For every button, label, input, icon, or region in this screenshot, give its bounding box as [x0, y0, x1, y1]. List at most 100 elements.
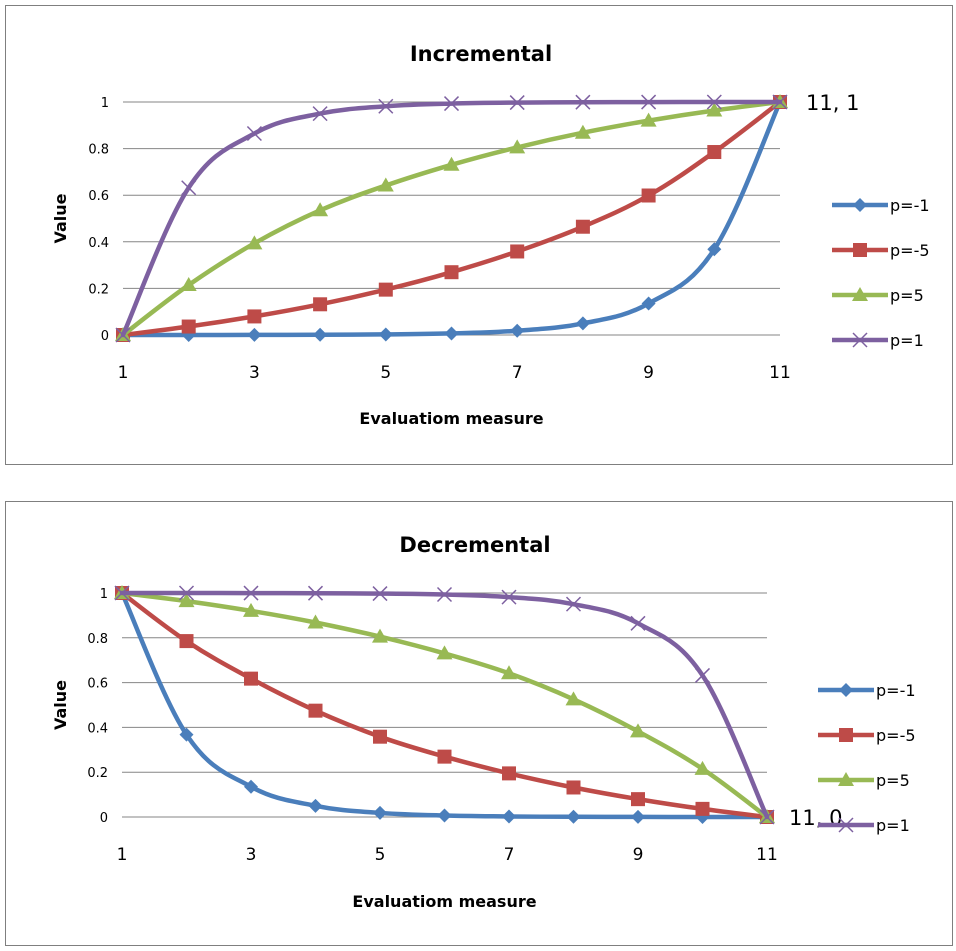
chart-title: Incremental	[410, 42, 552, 66]
x-tick-label: 11	[756, 845, 778, 865]
legend-swatch-marker	[852, 287, 868, 301]
x-tick-label: 9	[633, 845, 644, 865]
data-point-p=-1-4	[308, 798, 323, 813]
data-point-p=1-3	[243, 585, 259, 601]
data-point-p=1-3-stroke-b	[243, 585, 259, 601]
data-point-p=-5-9	[641, 188, 656, 203]
data-point-p=-1-9	[641, 296, 656, 311]
data-point-p=-5-5	[373, 729, 387, 744]
x-tick-label: 5	[375, 845, 386, 865]
series-p=5	[114, 585, 775, 823]
legend-swatch-marker	[839, 728, 853, 742]
data-point-p=-1-7	[502, 809, 516, 824]
data-point-p=-5-8	[575, 219, 590, 234]
data-point-p=-1-8	[575, 316, 590, 331]
data-point-p=-5-9	[631, 792, 645, 807]
legend-entry-p=5: p=5	[818, 771, 910, 790]
data-point-p=1-1-stroke-b	[114, 585, 130, 601]
y-tick-label: 0.6	[88, 189, 109, 204]
y-tick-label: 0.4	[87, 721, 108, 736]
y-tick-label: 0	[101, 329, 109, 344]
series-p=-5	[115, 586, 774, 824]
y-tick-label: 0.6	[87, 677, 108, 692]
data-point-p=1-3-stroke-b	[246, 125, 262, 142]
data-point-p=5-6	[436, 645, 453, 660]
data-point-p=-5-8	[566, 780, 581, 795]
data-point-p=-5-4	[308, 703, 323, 718]
data-point-p=-1-2	[179, 727, 194, 742]
data-point-p=5-10	[706, 102, 723, 117]
series-line-p=-5	[120, 99, 783, 338]
y-tick-label: 0.2	[88, 282, 109, 297]
legend-label: p=1	[890, 331, 924, 350]
y-tick-label: 0	[100, 811, 108, 826]
data-point-p=-5-6	[437, 749, 452, 764]
data-point-p=-5-6	[444, 265, 459, 280]
data-point-p=-5-2	[179, 634, 194, 649]
data-point-p=5-2	[180, 276, 197, 291]
data-point-p=1-6-stroke-b	[443, 96, 460, 112]
legend-label: p=-1	[890, 196, 930, 215]
legend-label: p=1	[876, 816, 910, 835]
series-p=-1	[116, 95, 787, 342]
data-point-p=-5-2	[181, 319, 196, 334]
legend-label: p=-1	[876, 681, 916, 700]
data-point-p=-1-8	[566, 809, 581, 824]
data-point-p=-1-10	[707, 242, 722, 257]
data-point-p=-5-3	[244, 671, 258, 686]
data-point-p=1-10-stroke-b	[706, 94, 722, 110]
point-annotation: 11, 1	[806, 91, 859, 115]
legend-swatch-marker	[852, 332, 868, 348]
data-point-p=5-3	[243, 602, 259, 617]
series-line-p=1	[120, 99, 783, 338]
legend-swatch-marker-stroke-b	[852, 332, 868, 348]
legend-label: p=-5	[890, 241, 930, 260]
x-tick-label: 9	[643, 363, 654, 383]
data-point-p=1-11-stroke-b	[759, 809, 775, 825]
data-point-p=1-7	[509, 95, 525, 111]
series-line-p=-1	[119, 590, 770, 820]
data-point-p=1-2	[178, 585, 195, 601]
data-point-p=5-5	[377, 177, 394, 192]
legend-entry-p=5: p=5	[832, 286, 924, 305]
series-p=1	[114, 585, 775, 825]
series-p=5	[115, 94, 788, 341]
x-tick-label: 1	[118, 363, 129, 383]
data-point-p=1-11	[759, 809, 775, 825]
data-point-p=-1-3	[247, 327, 262, 342]
y-tick-label: 0.8	[87, 632, 108, 647]
data-point-p=-5-5	[378, 282, 393, 297]
decremental-chart: Decremental 0 0.2 0.4 0.6 0.8 1 1 3 5 7 9 11 Evaluati…	[5, 501, 953, 946]
data-point-p=1-6	[436, 586, 453, 603]
legend-entry-p=-1: p=-1	[818, 681, 916, 700]
data-point-p=1-2	[181, 180, 197, 196]
data-point-p=-5-3	[247, 309, 262, 324]
data-point-p=1-11-stroke-b	[772, 94, 788, 110]
data-point-p=1-9-stroke-b	[641, 94, 657, 110]
series-p=-1	[115, 586, 774, 824]
incremental-chart: Incremental 0 0.2 0.4 0.6 0.8 1 1 3 5 7 9 11 Evaluati…	[5, 5, 953, 465]
data-point-p=1-5-stroke-b	[372, 586, 388, 602]
data-point-p=5-8	[574, 124, 591, 139]
legend-swatch-marker	[853, 243, 867, 257]
x-tick-label: 1	[117, 845, 128, 865]
data-point-p=5-4	[312, 202, 329, 217]
data-point-p=1-4-stroke-b	[312, 106, 328, 122]
data-point-p=1-10	[706, 94, 722, 110]
data-point-p=5-4	[307, 614, 324, 629]
series-line-p=5	[120, 99, 783, 338]
data-point-p=1-5	[372, 586, 388, 602]
series-line-p=-1	[120, 99, 783, 338]
x-tick-label: 5	[380, 363, 391, 383]
data-point-p=1-4	[312, 106, 328, 122]
y-tick-label: 0.8	[88, 143, 109, 158]
data-point-p=5-7	[501, 665, 517, 680]
data-point-p=1-7-stroke-b	[509, 95, 525, 111]
data-point-p=-1-6	[444, 326, 459, 341]
data-point-p=-1-3	[244, 779, 258, 794]
data-point-p=1-10	[694, 667, 711, 683]
data-point-p=1-8	[575, 94, 591, 110]
data-point-p=1-6-stroke-b	[436, 586, 453, 603]
data-point-p=1-9	[641, 94, 657, 110]
